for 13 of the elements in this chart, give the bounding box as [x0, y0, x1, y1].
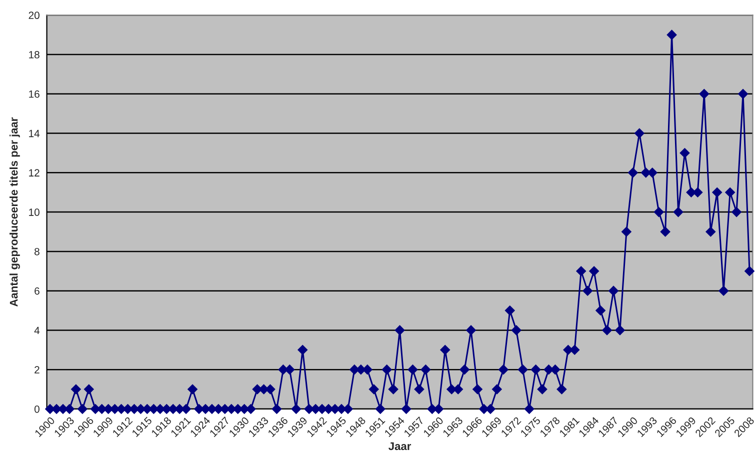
x-axis-title: Jaar [388, 442, 412, 450]
y-tick-label: 6 [34, 287, 40, 295]
y-tick-label: 8 [34, 248, 40, 256]
y-tick-label: 10 [29, 208, 40, 216]
y-tick-label: 2 [34, 366, 40, 374]
y-tick-label: 14 [29, 130, 40, 138]
y-tick-label: 12 [29, 169, 40, 176]
y-tick-label: 20 [28, 12, 40, 20]
y-tick-label: 0 [34, 405, 40, 413]
y-tick-label: 4 [34, 326, 40, 334]
y-tick-label: 16 [29, 90, 40, 98]
y-tick-label: 18 [29, 51, 40, 58]
y-axis-title: Aantal geproduceerde titels per jaar [10, 117, 20, 307]
